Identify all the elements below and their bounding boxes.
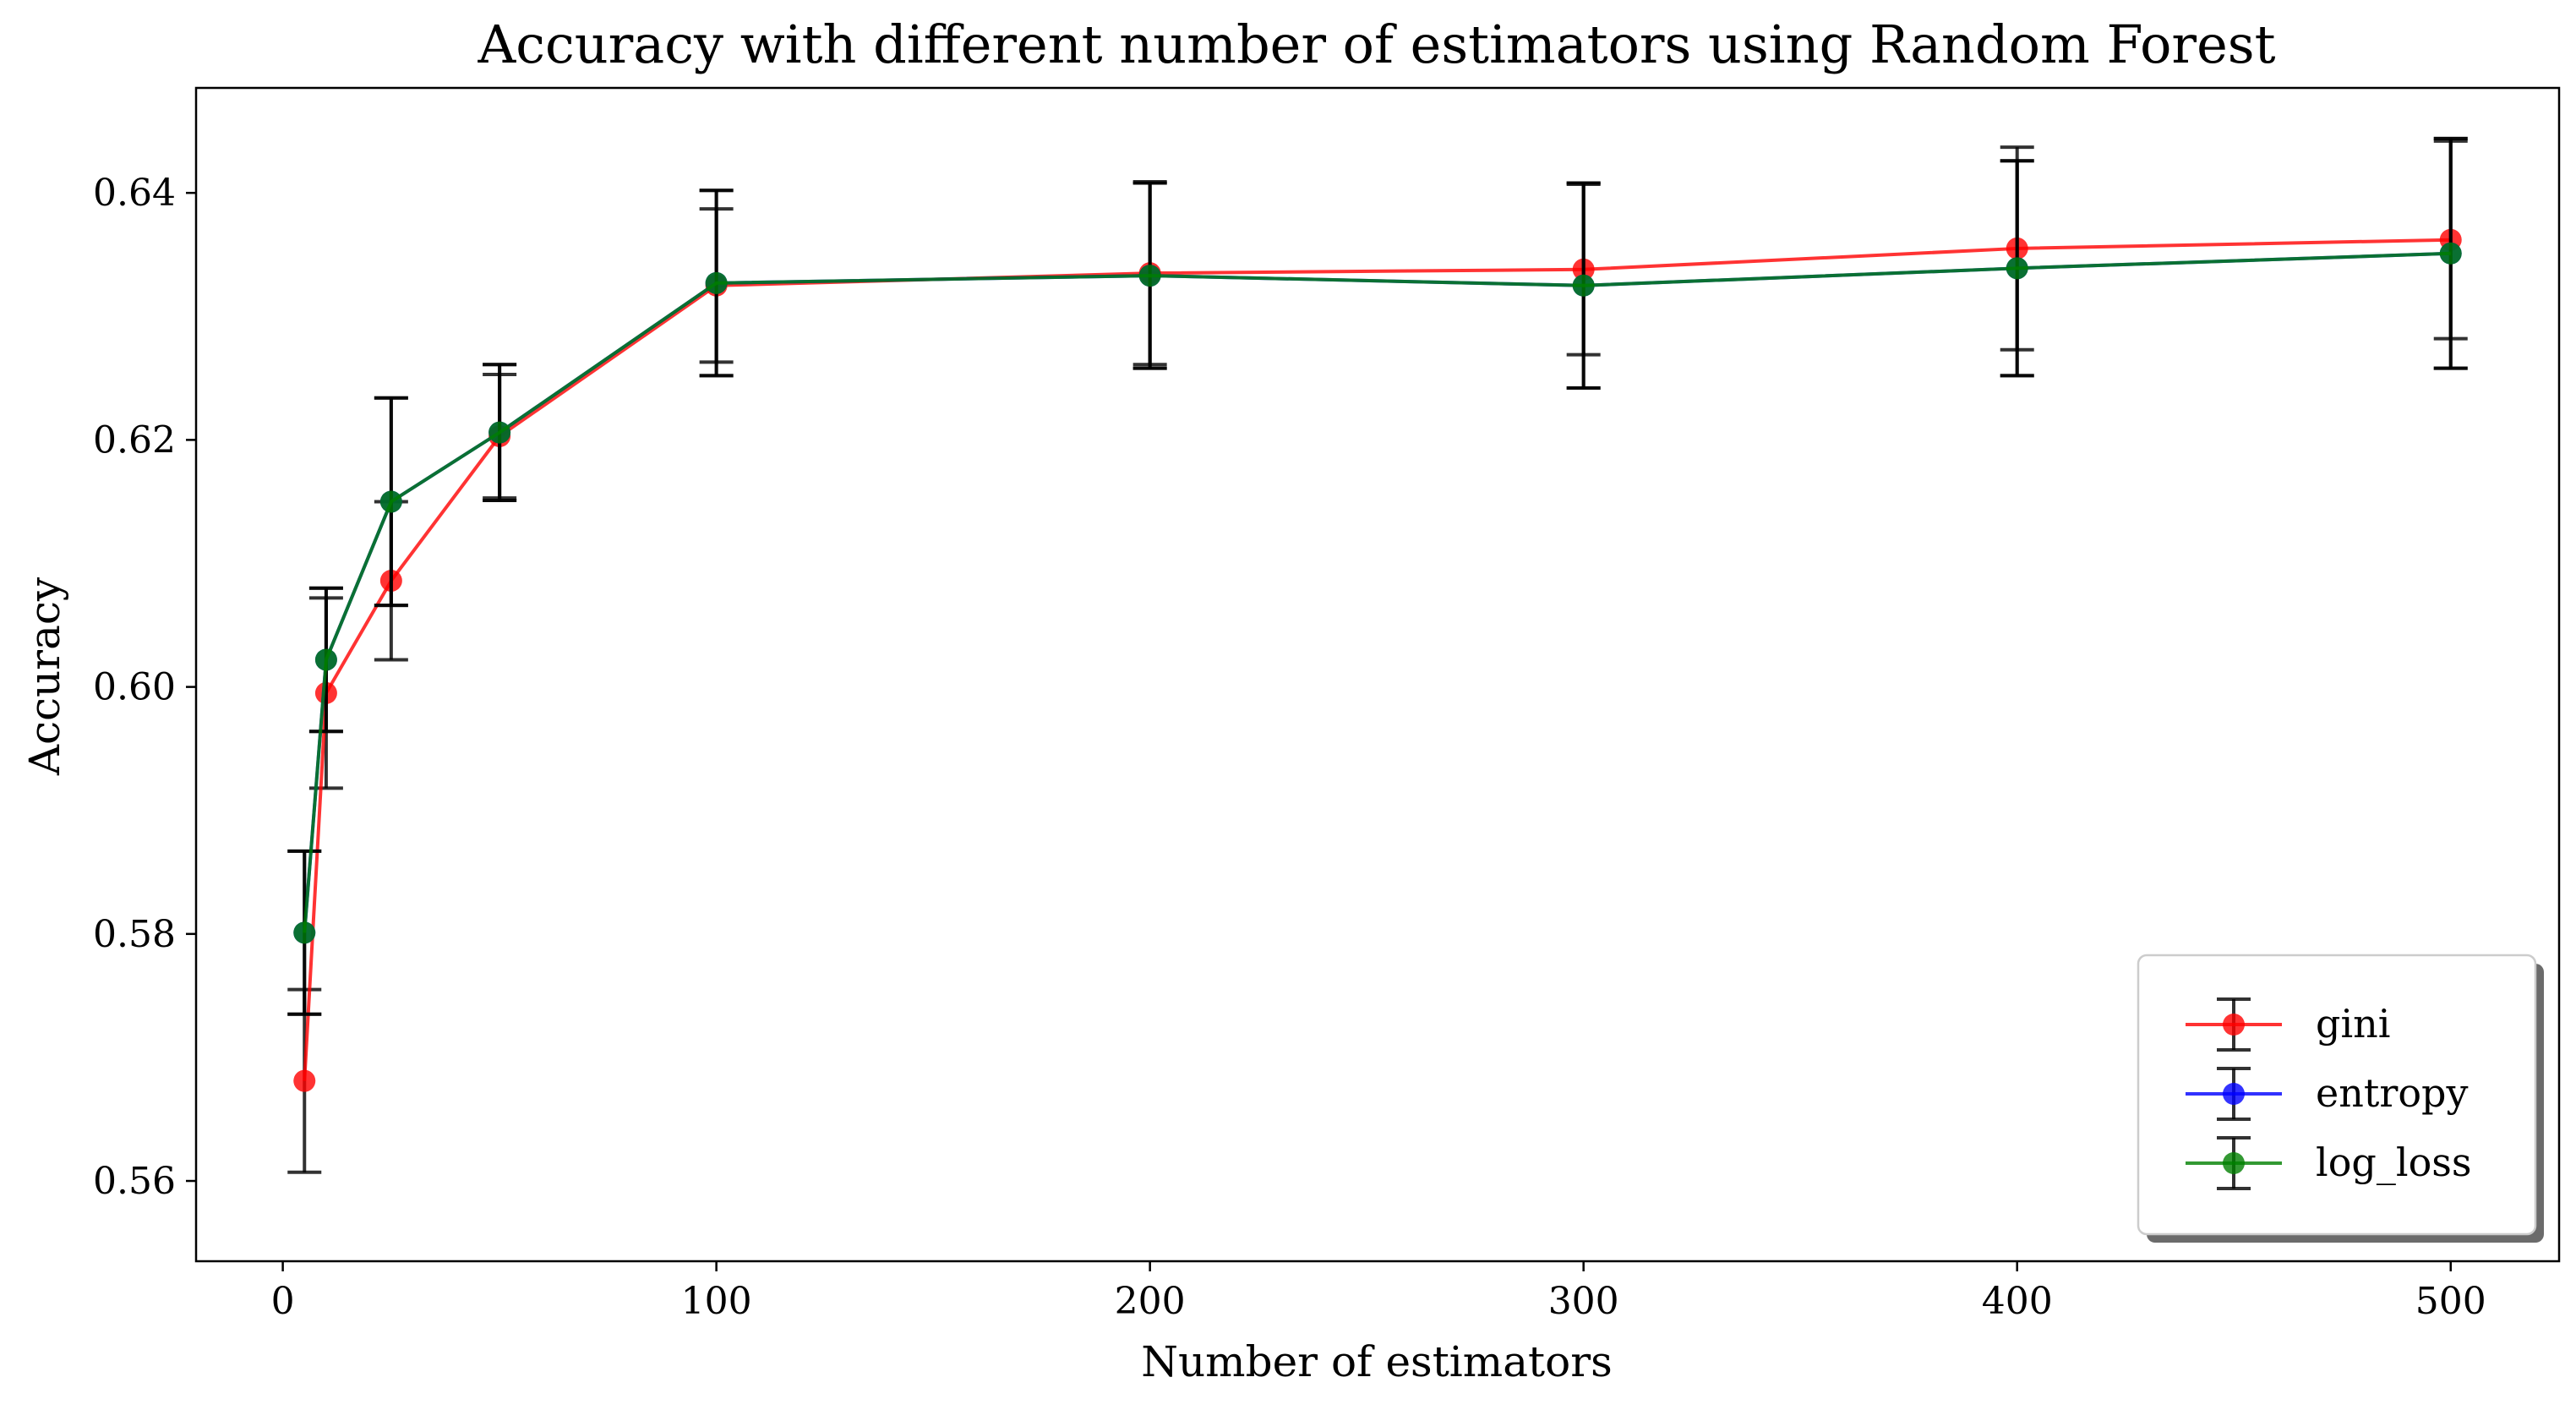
x-tick-label: 500 [2415,1280,2486,1323]
data-point [1138,265,1161,287]
legend-item-log-loss: log_loss [2186,1136,2471,1190]
y-tick-label: 0.58 [93,913,176,956]
series-layer [287,136,2468,1174]
x-tick-label: 100 [681,1280,752,1323]
x-tick-label: 0 [271,1280,295,1323]
y-axis-label: Accuracy [20,577,69,776]
legend-marker [2223,1083,2245,1105]
data-point [2439,242,2462,265]
x-axis-label: Number of estimators [1141,1337,1613,1386]
x-axis-ticks: 0 100 200 300 400 500 [271,1261,2486,1323]
y-tick-label: 0.62 [93,418,176,462]
series-line [303,238,2451,1081]
y-tick-label: 0.64 [93,172,176,215]
series-log-loss [287,136,2468,1016]
legend-marker [2223,1152,2245,1174]
data-point [705,271,728,294]
x-tick-label: 300 [1548,1280,1619,1323]
data-point [293,1069,316,1092]
series-line [303,251,2451,933]
data-point [293,921,316,944]
series-line [303,251,2451,933]
legend-label: entropy [2316,1070,2468,1116]
plot-frame [194,86,2561,1263]
data-point [379,490,402,513]
chart-title: Accuracy with different number of estima… [477,14,2275,75]
legend-item-gini: gini [2186,997,2391,1052]
legend-item-entropy: entropy [2186,1067,2468,1121]
legend: gini entropy log_loss [2137,954,2544,1243]
x-tick-label: 400 [1982,1280,2053,1323]
plot-area: 0 100 200 300 400 500 0.56 0.58 0.60 0.62 0.64 [93,86,2561,1323]
y-tick-label: 0.56 [93,1160,176,1203]
data-point [488,421,511,444]
y-axis-ticks: 0.56 0.58 0.60 0.62 0.64 [93,172,196,1203]
y-tick-label: 0.60 [93,666,176,709]
data-point [2006,257,2028,280]
data-point [314,648,337,671]
legend-marker [2223,1014,2245,1036]
x-tick-label: 200 [1115,1280,1186,1323]
legend-label: log_loss [2316,1139,2471,1185]
legend-label: gini [2316,1001,2391,1047]
data-point [1572,274,1595,297]
